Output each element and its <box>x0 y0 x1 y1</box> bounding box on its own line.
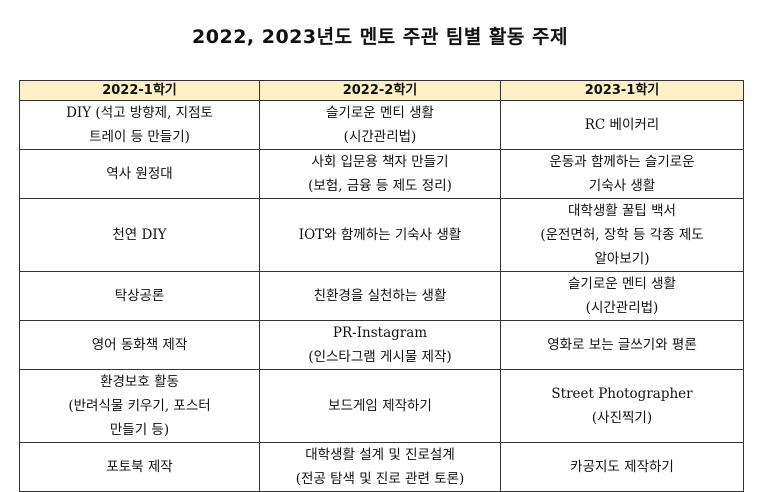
cell-line: 영어 동화책 제작 <box>91 337 188 353</box>
cell-line: RC 베이커리 <box>584 117 660 133</box>
table-cell: 역사 원정대 <box>19 149 260 199</box>
cell-line: (인스타그램 게시물 제작) <box>308 349 452 365</box>
table-cell: 대학생활 설계 및 진로설계 (전공 탐색 및 진로 관련 토론) <box>259 442 501 492</box>
table-cell: 슬기로운 멘티 생활 (시간관리법) <box>500 271 744 321</box>
activity-table: 2022-1학기 2022-2학기 2023-1학기 DIY (석고 방향제, … <box>19 80 744 492</box>
table-cell: 포토북 제작 <box>19 442 260 492</box>
cell-line: 영화로 보는 글쓰기와 평론 <box>547 337 697 353</box>
cell-line: (사진찍기) <box>591 410 653 426</box>
table-row: 영어 동화책 제작 PR-Instagram (인스타그램 게시물 제작) 영화로 보… <box>19 320 744 370</box>
table-cell: 영어 동화책 제작 <box>19 320 260 370</box>
table-cell: PR-Instagram (인스타그램 게시물 제작) <box>259 320 501 370</box>
cell-line: 슬기로운 멘티 생활 <box>326 105 434 121</box>
cell-line: PR-Instagram <box>332 325 428 341</box>
cell-line: Street Photographer <box>551 386 693 402</box>
column-header: 2022-2학기 <box>259 80 501 101</box>
cell-line: 기숙사 생활 <box>588 178 656 194</box>
cell-line: 알아보기) <box>594 251 650 267</box>
cell-line: IOT와 함께하는 기숙사 생활 <box>298 227 462 243</box>
cell-line: (반려식물 키우기, 포스터 <box>68 398 211 414</box>
table-cell: 영화로 보는 글쓰기와 평론 <box>500 320 744 370</box>
table-cell: 슬기로운 멘티 생활 (시간관리법) <box>259 100 501 150</box>
cell-line: 슬기로운 멘티 생활 <box>568 276 676 292</box>
cell-line: 만들기 등) <box>109 422 170 438</box>
cell-line: 천연 DIY <box>112 227 167 243</box>
table-cell: IOT와 함께하는 기숙사 생활 <box>259 198 501 272</box>
page-title: 2022, 2023년도 멘토 주관 팀별 활동 주제 <box>192 26 568 48</box>
cell-line: 운동과 함께하는 슬기로운 <box>549 154 695 170</box>
table-header-row: 2022-1학기 2022-2학기 2023-1학기 <box>19 80 744 101</box>
table-cell: RC 베이커리 <box>500 100 744 150</box>
table-cell: 천연 DIY <box>19 198 260 272</box>
table-cell: Street Photographer (사진찍기) <box>500 369 744 443</box>
cell-line: 카공지도 제작하기 <box>570 459 674 475</box>
table-cell: 카공지도 제작하기 <box>500 442 744 492</box>
cell-line: 탁상공론 <box>114 288 165 304</box>
column-header: 2023-1학기 <box>500 80 744 101</box>
table-cell: 사회 입문용 책자 만들기 (보험, 금융 등 제도 정리) <box>259 149 501 199</box>
cell-line: 역사 원정대 <box>106 166 173 182</box>
cell-line: (운전면허, 장학 등 각종 제도 <box>540 227 704 243</box>
cell-line: (시간관리법) <box>585 300 659 316</box>
table-row: 천연 DIY IOT와 함께하는 기숙사 생활 대학생활 꿀팁 백서 (운전면허, 장… <box>19 198 744 272</box>
table-cell: 탁상공론 <box>19 271 260 321</box>
cell-line: 트레이 등 만들기) <box>89 129 190 145</box>
cell-line: 포토북 제작 <box>106 459 173 475</box>
cell-line: (보험, 금융 등 제도 정리) <box>308 178 452 194</box>
cell-line: 친환경을 실천하는 생활 <box>313 288 447 304</box>
table-cell: 보드게임 제작하기 <box>259 369 501 443</box>
cell-line: 사회 입문용 책자 만들기 <box>311 154 449 170</box>
table-row: 탁상공론 친환경을 실천하는 생활 슬기로운 멘티 생활 (시간관리법) <box>19 271 744 321</box>
cell-line: (시간관리법) <box>343 129 417 145</box>
cell-line: 대학생활 꿀팁 백서 <box>568 203 676 219</box>
cell-line: 대학생활 설계 및 진로설계 <box>305 447 455 463</box>
cell-line: DIY (석고 방향제, 지점토 <box>66 105 213 121</box>
table-row: 포토북 제작 대학생활 설계 및 진로설계 (전공 탐색 및 진로 관련 토론) 카공… <box>19 442 744 492</box>
column-header: 2022-1학기 <box>19 80 260 101</box>
table-row: 역사 원정대 사회 입문용 책자 만들기 (보험, 금융 등 제도 정리) 운동과 함… <box>19 149 744 199</box>
cell-line: 환경보호 활동 <box>100 374 179 390</box>
cell-line: (전공 탐색 및 진로 관련 토론) <box>295 471 465 487</box>
table-cell: 친환경을 실천하는 생활 <box>259 271 501 321</box>
cell-line: 보드게임 제작하기 <box>328 398 432 414</box>
